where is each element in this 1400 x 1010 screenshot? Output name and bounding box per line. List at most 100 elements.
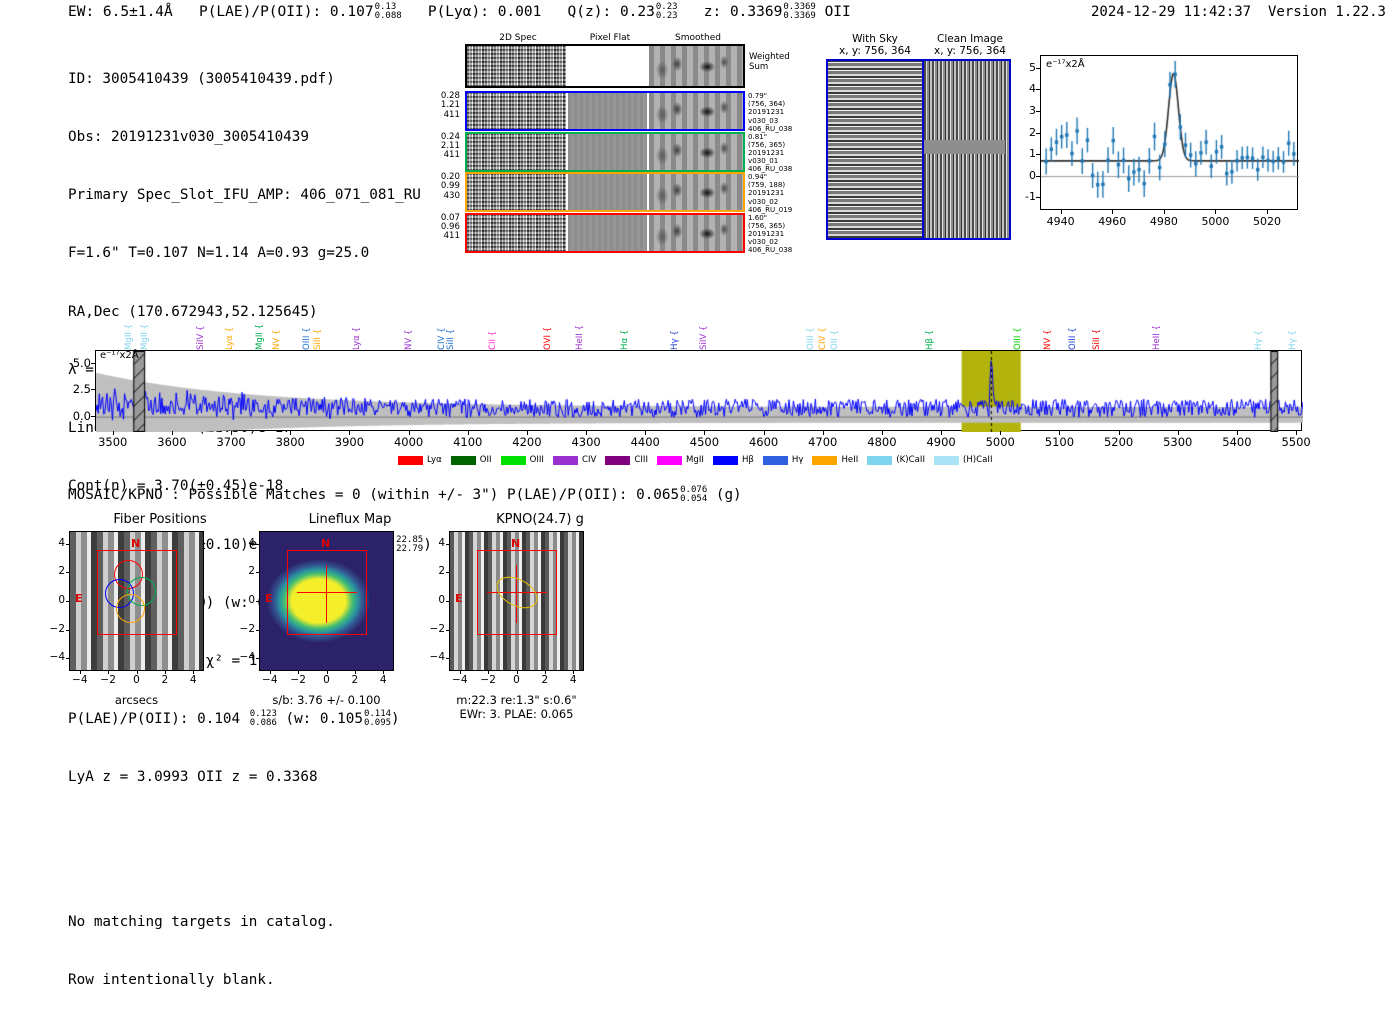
spectrum-xtick-mark	[1059, 431, 1061, 435]
spectrum-xtick: 4200	[512, 435, 542, 449]
plae-range-2: 0.123 0.086	[249, 709, 277, 729]
panel-xtick-mark	[573, 671, 575, 674]
legend-swatch	[500, 455, 526, 465]
spectrum-xtick-mark	[763, 431, 765, 435]
panel-ytick-mark	[446, 658, 449, 660]
spectrum-xtick: 5300	[1163, 435, 1193, 449]
header-timestamp-version: 2024-12-29 11:42:37 Version 1.22.3	[1091, 4, 1386, 20]
footer-text: No matching targets in catalog. Row inte…	[68, 874, 335, 1010]
zoom-xtick: 4960	[1098, 215, 1127, 228]
spectrum-xtick-mark	[586, 431, 588, 435]
spectrum-xtick: 4900	[926, 435, 956, 449]
plya-label: P(Lyα):	[410, 4, 498, 20]
col-header-2dspec: 2D Spec	[499, 33, 537, 43]
legend-label: HeII	[841, 455, 859, 465]
panel-xtick: 0	[323, 674, 330, 686]
info-line-ftnag: F=1.6" T=0.107 N=1.14 A=0.93 g=25.0	[68, 245, 370, 262]
legend-label: OIII	[529, 455, 544, 465]
legend-swatch	[933, 455, 959, 465]
legend-item: (K)CaII	[867, 455, 925, 465]
spectrum-ytick-mark	[91, 416, 95, 418]
line-id-label: CIV {	[818, 327, 828, 350]
panel-xtick-mark	[269, 671, 271, 674]
spectrum-xtick-mark	[349, 431, 351, 435]
kpno-title: KPNO(24.7) g	[496, 512, 584, 527]
kpno-caption: m:22.3 re:1.3" s:0.6" EWr: 3. PLAE: 0.06…	[456, 693, 577, 721]
fiber-pixelflat-image	[568, 93, 648, 129]
panel-xtick-mark	[488, 671, 490, 674]
line-id-label: NV {	[404, 329, 414, 350]
spectrum-xtick: 3800	[275, 435, 305, 449]
panel-ytick: 4	[248, 536, 255, 549]
fiber-pixelflat-image	[568, 174, 648, 210]
zoom-plot-units: e⁻¹⁷x2Å	[1046, 59, 1085, 70]
spectrum-xtick: 5500	[1281, 435, 1311, 449]
fiber-2dspec-image	[467, 93, 567, 129]
version-label: Version 1.22.3	[1267, 4, 1386, 20]
line-id-label: MgII {	[140, 323, 150, 350]
panel-xtick: −4	[262, 674, 278, 686]
fiber-ifu-box	[97, 550, 177, 635]
panel-xtick-mark	[193, 671, 195, 674]
spectrum-xtick-mark	[1000, 431, 1002, 435]
panel-xtick-mark	[326, 671, 328, 674]
timestamp: 2024-12-29 11:42:37	[1090, 4, 1252, 20]
zoom-xtick-mark	[1060, 210, 1062, 214]
line-id-label: HeII {	[575, 324, 585, 350]
spectrum-ytick-mark	[91, 389, 95, 391]
legend-label: MgII	[686, 455, 704, 465]
legend-item: OII	[450, 455, 492, 465]
zoom-xtick: 4980	[1149, 215, 1178, 228]
fiber-positions-xlabel: arcsecs	[114, 693, 159, 707]
legend-swatch	[605, 455, 631, 465]
fiber-positions-title: Fiber Positions	[113, 512, 207, 527]
panel-ytick-mark	[256, 629, 259, 631]
panel-xtick-mark	[79, 671, 81, 674]
zoom-ytick-mark	[1036, 89, 1040, 91]
legend-label: (K)CaII	[896, 455, 925, 465]
lineflux-ifu-box	[287, 550, 367, 635]
panel-ytick: −4	[429, 651, 445, 664]
panel-xtick: −4	[452, 674, 468, 686]
zoom-ytick: 3	[1029, 103, 1036, 117]
legend-item: MgII	[657, 455, 704, 465]
gap	[647, 93, 650, 129]
spectrum-xtick: 5400	[1222, 435, 1252, 449]
mosaic-match-line: MOSAIC/KPNO : Possible Matches = 0 (with…	[68, 485, 742, 504]
zoom-ytick-mark	[1036, 132, 1040, 134]
line-id-label: SiIV {	[196, 325, 206, 350]
zoom-ytick-mark	[1036, 175, 1040, 177]
weighted-sum-label: Weighted Sum	[749, 52, 790, 72]
panel-ytick-mark	[66, 629, 69, 631]
panel-xtick-mark	[136, 671, 138, 674]
gap	[647, 174, 650, 210]
compass-n-lineflux: N	[321, 537, 331, 550]
fiber-row	[465, 91, 745, 131]
zoom-xtick-mark	[1215, 210, 1217, 214]
line-id-label: NV {	[272, 329, 282, 350]
panel-xtick: −2	[480, 674, 496, 686]
legend-item: HeII	[812, 455, 858, 465]
legend-item: Lyα	[398, 455, 442, 465]
spectrum-xtick: 3500	[98, 435, 128, 449]
footer-line-2: Row intentionally blank.	[68, 972, 275, 989]
fiber-row-left-stats: 0.07 0.96 411	[440, 212, 460, 242]
legend-swatch	[867, 455, 893, 465]
panel-ytick-mark	[66, 543, 69, 545]
zoom-ytick: 4	[1029, 82, 1036, 96]
gap	[647, 133, 650, 170]
panel-xtick-mark	[544, 671, 546, 674]
panel-xtick-mark	[383, 671, 385, 674]
fiber-row-meta: 0.81" (756, 365) 20191231 v030_01 406_RU_038	[748, 131, 793, 174]
legend-item: Hγ	[762, 455, 803, 465]
info-line-slot: Primary Spec_Slot_IFU_AMP: 406_071_081_R…	[68, 187, 421, 204]
lineflux-crosshair-v	[326, 565, 328, 623]
fiber-positions-image: N E	[69, 531, 204, 671]
spectrum-xtick: 4300	[571, 435, 601, 449]
panel-ytick: 0	[438, 594, 445, 606]
panel-ytick-mark	[256, 601, 259, 602]
cleanimage-title: Clean Image x, y: 756, 364	[934, 33, 1006, 57]
spectrum-xtick-mark	[1177, 431, 1179, 435]
fiber-row-meta: 0.94" (759, 188) 20191231 v030_02 406_RU_019	[748, 172, 793, 214]
gap	[566, 93, 569, 129]
